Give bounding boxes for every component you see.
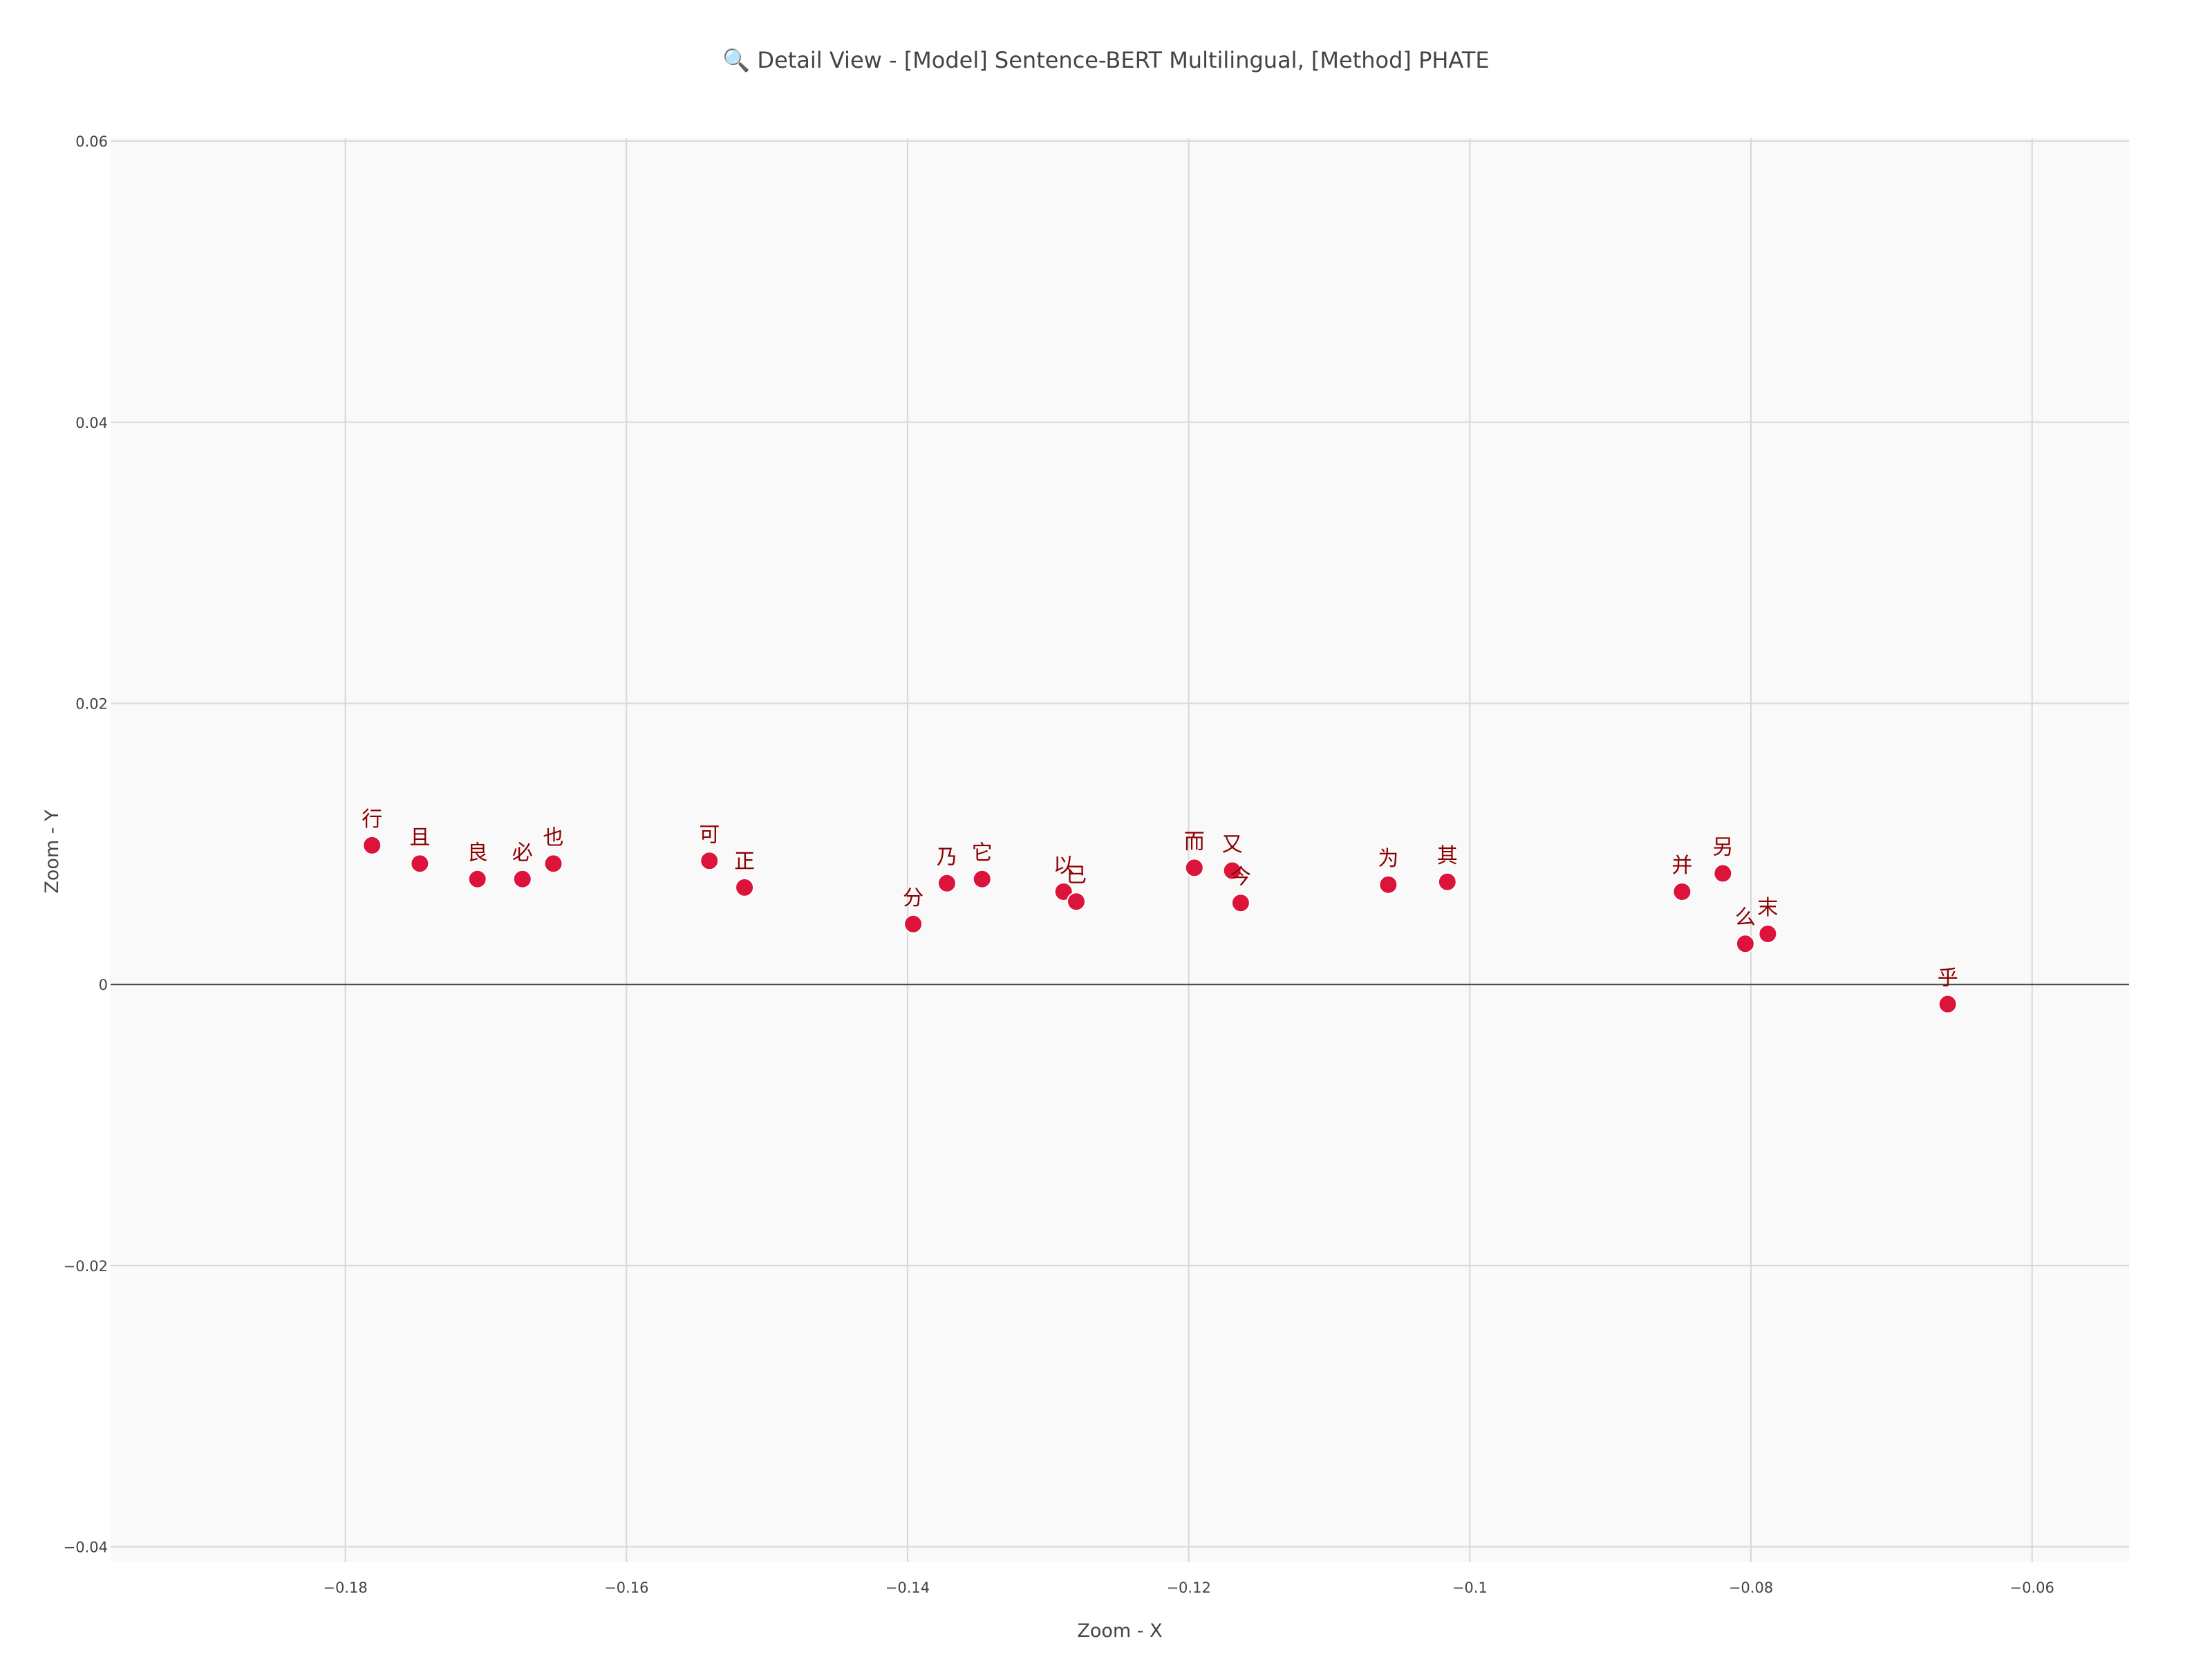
data-point[interactable] [1222,861,1242,881]
point-label: 乃 [937,845,957,870]
data-point[interactable] [362,835,382,855]
y-tick-label: −0.02 [64,1258,108,1275]
point-label: 又 [1222,832,1243,856]
x-axis-ticks: −0.18 −0.16 −0.14 −0.12 −0.1 −0.08 −0.06 [323,1580,2054,1596]
data-point[interactable] [1713,863,1733,883]
point-label: 必 [512,841,533,865]
point-label: 么 [1735,906,1756,930]
data-point[interactable] [512,869,532,889]
point-label: 今 [1230,865,1251,889]
data-point[interactable] [1053,881,1074,901]
point-label: 行 [362,807,382,832]
point-label: 良 [467,841,488,865]
data-point[interactable] [700,851,720,871]
x-tick-label: −0.16 [604,1580,648,1596]
y-axis-label: Zoom - Y [41,809,63,894]
point-label: 也 [543,825,564,850]
point-label: 末 [1757,896,1778,920]
point-label: 且 [409,825,430,850]
point-label: 以 [1053,854,1074,878]
data-point[interactable] [467,869,487,889]
x-tick-label: −0.1 [1452,1580,1488,1596]
data-point[interactable] [410,854,430,874]
data-point[interactable] [972,869,992,889]
point-label: 可 [699,823,720,847]
plot-area [111,138,2129,1562]
data-point[interactable] [735,877,755,897]
data-point[interactable] [543,854,563,874]
y-tick-label: 0.04 [75,415,108,431]
y-tick-label: 0.06 [75,133,108,150]
data-point[interactable] [937,873,957,893]
point-label: 正 [734,850,755,874]
data-point[interactable] [1672,881,1692,901]
x-tick-label: −0.18 [323,1580,367,1596]
point-label: 另 [1712,836,1733,860]
x-axis-label: Zoom - X [1077,1620,1162,1642]
data-point[interactable] [1437,872,1457,892]
point-label: 它 [972,841,993,865]
data-point[interactable] [1758,924,1778,944]
x-tick-label: −0.14 [885,1580,930,1596]
data-point[interactable] [903,914,924,934]
data-points [362,835,1958,1014]
point-label: 为 [1378,847,1398,871]
point-label: 并 [1671,854,1692,878]
x-tick-label: −0.08 [1729,1580,1773,1596]
x-tick-label: −0.06 [2010,1580,2054,1596]
data-point[interactable] [1378,874,1398,894]
y-tick-label: 0.02 [75,695,108,712]
point-label: 分 [903,886,924,910]
data-point[interactable] [1938,994,1958,1014]
data-point[interactable] [1735,934,1755,954]
y-axis-ticks: −0.04 −0.02 0 0.02 0.04 0.06 [64,133,108,1556]
x-tick-label: −0.12 [1166,1580,1210,1596]
point-label: 乎 [1938,966,1958,991]
chart-title: 🔍 Detail View - [Model] Sentence-BERT Mu… [722,46,1489,73]
y-tick-label: −0.04 [64,1539,108,1556]
y-tick-label: 0 [99,977,108,993]
data-point[interactable] [1066,892,1086,912]
data-point[interactable] [1184,858,1204,878]
grid-lines [111,138,2129,1562]
point-label: 其 [1437,844,1458,868]
point-label: 而 [1184,830,1205,854]
point-label: 已 [1066,863,1087,888]
data-point[interactable] [1230,893,1250,913]
